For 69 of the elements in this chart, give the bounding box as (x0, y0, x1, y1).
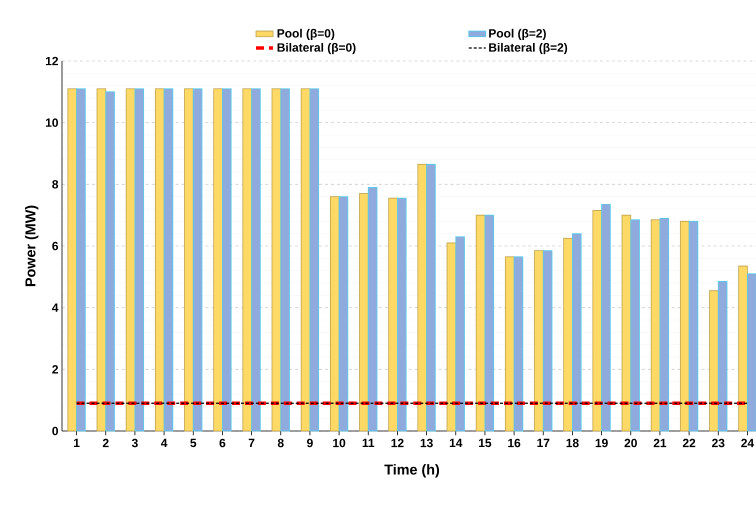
y-tick-label: 2 (52, 365, 58, 374)
bar (105, 91, 115, 432)
bar (164, 88, 174, 432)
x-tick-label: 6 (220, 438, 226, 448)
x-tick-label: 14 (450, 438, 462, 447)
bar (534, 250, 544, 432)
y-axis-title: Power (MW) (24, 206, 38, 286)
bar (688, 220, 698, 432)
bar (514, 256, 524, 432)
x-tick-label: 15 (479, 438, 492, 448)
bar (718, 281, 728, 432)
x-tick-label: 22 (682, 438, 696, 448)
legend-label: Bilateral (β=2) (489, 42, 568, 54)
x-tick-label: 1 (74, 438, 80, 447)
bar (192, 88, 202, 432)
bar (397, 198, 407, 432)
x-tick-label: 2 (102, 438, 109, 448)
bar (622, 214, 632, 432)
bar (280, 88, 290, 432)
y-tick-label: 0 (52, 426, 58, 436)
x-tick-label: 16 (508, 438, 520, 448)
legend-label: Pool (β=0) (278, 28, 334, 40)
bar (222, 88, 232, 432)
bar (338, 196, 348, 432)
x-tick-label: 19 (596, 438, 608, 448)
bar (709, 290, 719, 432)
x-tick-label: 24 (741, 438, 754, 448)
x-tick-label: 8 (278, 438, 284, 448)
bar (542, 250, 552, 432)
bar (184, 88, 194, 432)
x-tick-label: 5 (190, 438, 196, 448)
bar (251, 88, 261, 432)
bar (359, 193, 369, 432)
bar (96, 88, 106, 432)
y-tick-label: 4 (52, 304, 58, 312)
x-tick-label: 10 (333, 438, 346, 448)
y-tick-label: 8 (52, 180, 58, 189)
x-axis-title: Time (h) (384, 464, 440, 478)
bar (455, 236, 465, 432)
bar (484, 214, 494, 432)
x-tick-label: 3 (132, 438, 138, 448)
bar (630, 219, 640, 432)
legend-label: Bilateral (β=0) (278, 42, 356, 54)
y-tick-label: 6 (52, 242, 58, 250)
x-tick-label: 11 (362, 438, 374, 447)
x-tick-label: 21 (654, 438, 666, 448)
bar (572, 233, 582, 432)
x-tick-label: 13 (420, 438, 433, 448)
y-tick-label: 10 (46, 118, 58, 127)
x-tick-label: 12 (392, 438, 404, 448)
x-tick-label: 17 (537, 438, 550, 447)
x-tick-label: 23 (712, 438, 724, 448)
legend-label: Pool (β=2) (489, 28, 546, 40)
x-tick-label: 18 (566, 438, 579, 448)
bar (368, 187, 378, 432)
bar (134, 88, 144, 432)
x-tick-label: 20 (624, 438, 637, 448)
bar (76, 88, 86, 432)
bar (747, 273, 756, 432)
x-tick-label: 7 (248, 438, 254, 447)
x-tick-label: 9 (307, 438, 313, 448)
bar (660, 218, 670, 432)
bar (272, 88, 282, 432)
bar (601, 204, 611, 432)
bar (446, 242, 456, 432)
y-tick-label: 12 (46, 56, 58, 66)
bar (310, 88, 320, 432)
bar (426, 164, 436, 432)
x-tick-label: 4 (160, 438, 168, 447)
